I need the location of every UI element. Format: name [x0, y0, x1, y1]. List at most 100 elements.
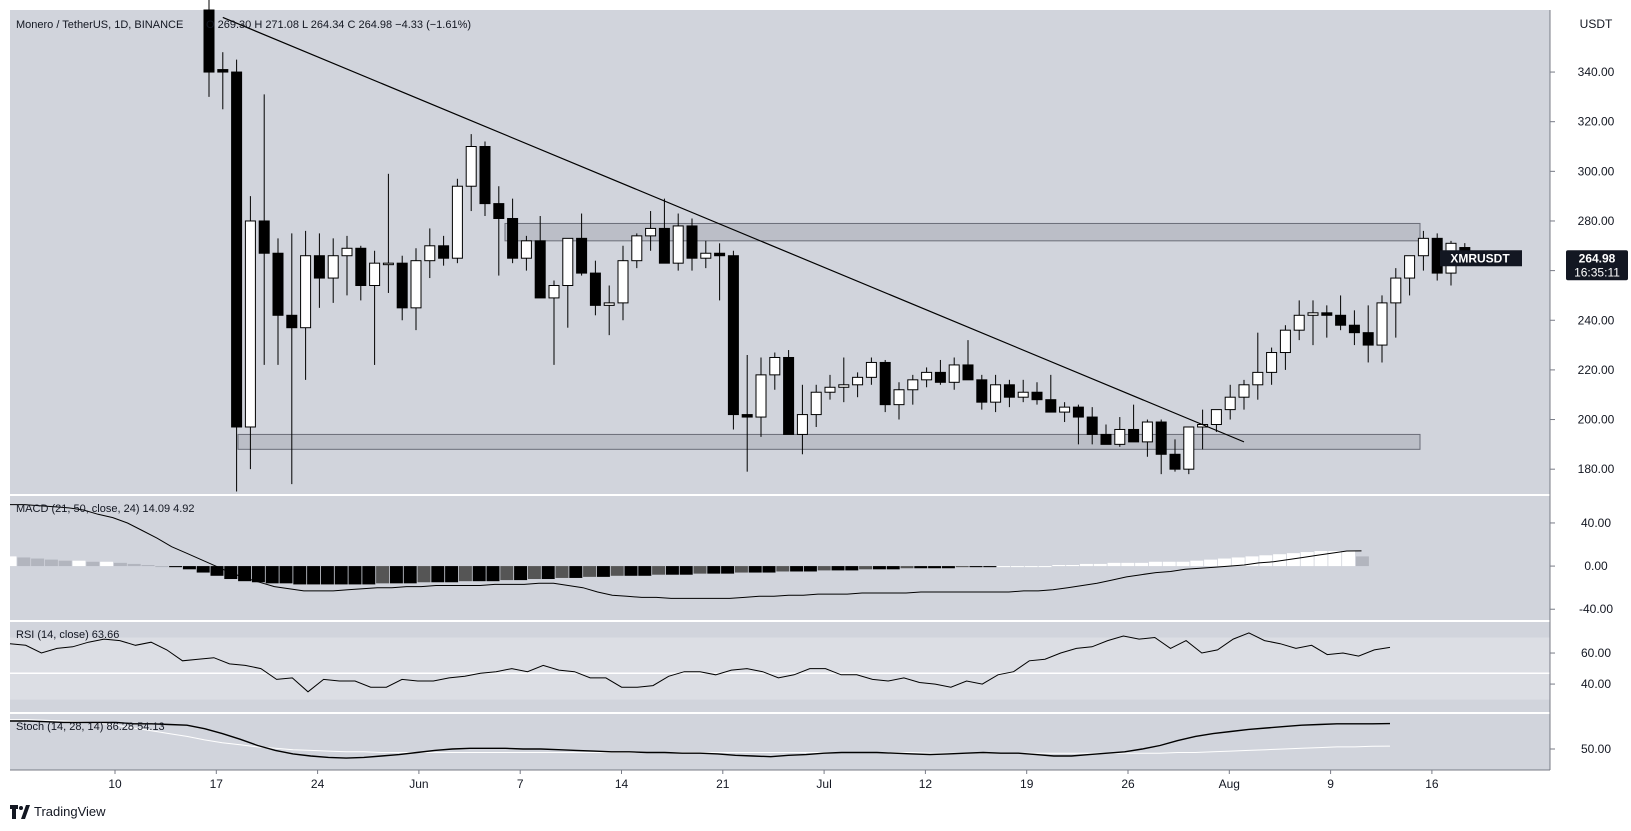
candle [1307, 300, 1319, 346]
candle-body [1059, 406, 1071, 413]
macd-pane[interactable]: MACD (21, 50, close, 24) 14.09 4.92 [3, 496, 1551, 620]
candle-body [1238, 384, 1250, 398]
candle [438, 235, 450, 266]
price-tag-bg [1566, 250, 1628, 281]
candle-body [534, 240, 546, 299]
candle [755, 357, 767, 437]
candle [686, 218, 698, 271]
candle [465, 134, 477, 212]
stoch-pane[interactable]: Stoch (14, 28, 14) 86.28 54.13 [10, 714, 1550, 770]
time-axis[interactable]: 10 17 24 Jun 7 14 21 Jul 12 19 26 Aug 9 16 [10, 769, 1550, 791]
candle-body [300, 255, 312, 329]
candle [838, 357, 850, 403]
macd-bar [596, 566, 610, 577]
candle [341, 235, 353, 296]
macd-bar [100, 561, 114, 567]
candle-body [341, 247, 353, 257]
candle [1169, 439, 1181, 472]
price-tag: 16:35:11 XMRUSDT 264.98 [1440, 250, 1628, 281]
candle [893, 382, 905, 420]
candle [479, 141, 491, 217]
macd-bar [541, 566, 555, 580]
macd-tick-label: -40.00 [1579, 602, 1613, 616]
candle-body [203, 9, 215, 73]
candle [589, 260, 601, 316]
candle-body [313, 255, 325, 279]
rsi-line [9, 632, 1391, 693]
candle-body [893, 389, 905, 406]
candle [796, 384, 808, 455]
macd-bar [734, 566, 748, 573]
candle [369, 250, 381, 365]
candle-body [258, 220, 270, 254]
candle [852, 372, 864, 398]
candle [645, 211, 657, 251]
candle [1404, 255, 1416, 296]
candle [313, 233, 325, 308]
candle [783, 350, 795, 435]
macd-bar [86, 561, 100, 567]
candle-body [672, 225, 684, 264]
macd-bar [845, 566, 859, 571]
macd-bar [3, 556, 17, 567]
macd-bar [569, 566, 583, 578]
price-tick-label: 180.00 [1578, 462, 1615, 476]
candle [1362, 305, 1374, 363]
candle [962, 340, 974, 381]
candle [1031, 382, 1043, 405]
candle-body [589, 272, 601, 306]
macd-bar [1204, 559, 1218, 567]
symbol-title: Monero / TetherUS, 1D, BINANCE [16, 19, 183, 31]
candle [948, 357, 960, 390]
candle-body [617, 260, 629, 304]
price-tag-value: 264.98 [1579, 251, 1616, 265]
candle-body [990, 384, 1002, 403]
macd-bar [1052, 565, 1066, 567]
candle-body [755, 374, 767, 418]
candle [631, 233, 643, 269]
candle-body [451, 185, 463, 259]
candle [1128, 404, 1140, 443]
x-tick-label: 26 [1121, 777, 1135, 791]
macd-label: MACD (21, 50, close, 24) 14.09 4.92 [16, 503, 195, 515]
macd-bar [1121, 562, 1135, 567]
candle-body [1169, 453, 1181, 470]
candle [451, 178, 463, 264]
macd-bar [58, 560, 72, 567]
macd-bar [1190, 560, 1204, 567]
candle-body [962, 364, 974, 381]
stoch-pane-bg [10, 714, 1550, 770]
candle [1417, 230, 1429, 271]
candle-body [493, 203, 505, 219]
zone-resistance [504, 222, 1421, 242]
macd-bar [583, 566, 597, 577]
candles [203, 0, 1471, 492]
candle [741, 355, 753, 472]
price-axis[interactable]: USDT 340.00320.00300.00280.00260.00240.0… [1549, 10, 1615, 770]
macd-line [10, 504, 1362, 599]
macd-tick-label: 0.00 [1584, 559, 1608, 573]
macd-bar [1066, 565, 1080, 567]
candle [520, 235, 532, 271]
macd-bar [872, 566, 886, 570]
macd-bar [500, 566, 514, 581]
descending-trendline[interactable] [222, 16, 1245, 443]
candle-body [1031, 391, 1043, 401]
candle-body [217, 69, 229, 73]
macd-bar [17, 557, 31, 567]
candle-body [907, 379, 919, 391]
candle-body [231, 71, 243, 428]
macd-bar [362, 566, 376, 585]
macd-bar [1273, 554, 1287, 567]
price-pane[interactable]: Monero / TetherUS, 1D, BINANCE O 269.30 … [10, 0, 1550, 494]
x-tick-label: 7 [517, 777, 524, 791]
candle-body [1266, 352, 1278, 373]
candle [1003, 379, 1015, 408]
candle [934, 359, 946, 385]
tradingview-logo[interactable]: TradingView [10, 804, 106, 819]
macd-bar [251, 566, 265, 583]
macd-bar [348, 566, 362, 585]
rsi-pane[interactable]: RSI (14, close) 63.66 [9, 622, 1550, 712]
candle-body [921, 371, 933, 381]
